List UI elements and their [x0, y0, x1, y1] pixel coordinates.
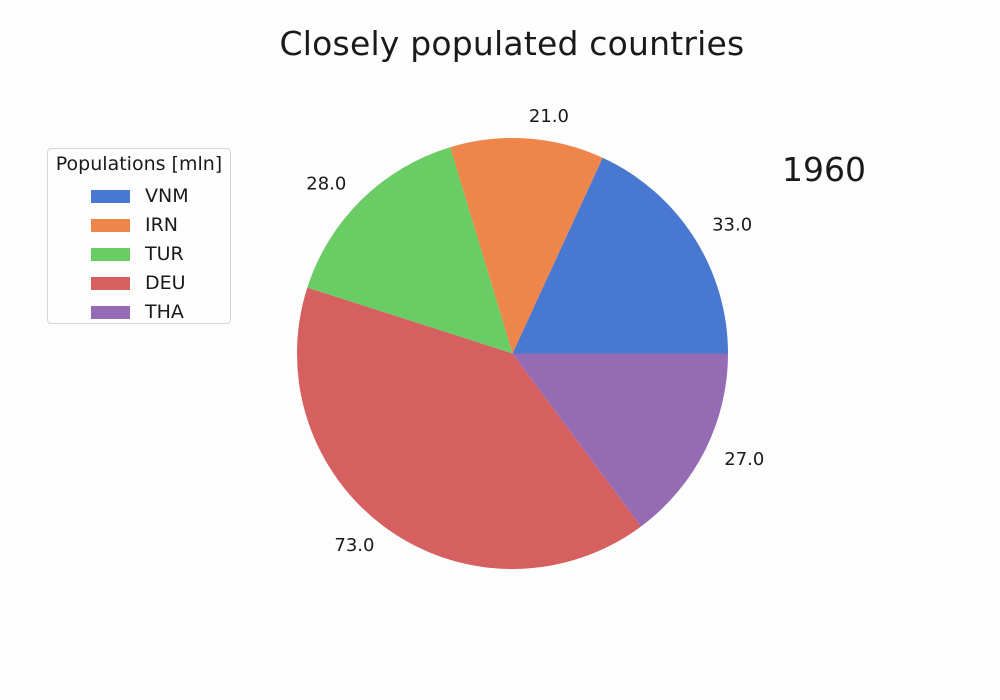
- chart-title: Closely populated countries: [279, 24, 745, 63]
- slice-label-vnm: 33.0: [712, 215, 752, 236]
- pie-slice-vnm: [512, 157, 728, 354]
- legend-title: Populations [mln]: [55, 153, 223, 175]
- year-annotation: 1960: [782, 150, 866, 189]
- legend-label: THA: [145, 301, 184, 323]
- slice-label-tur: 28.0: [306, 173, 346, 194]
- legend-label: IRN: [145, 214, 179, 236]
- pie-slice-tur: [307, 147, 513, 354]
- slice-label-irn: 21.0: [529, 106, 569, 127]
- legend-label: DEU: [145, 272, 186, 294]
- slice-label-deu: 73.0: [334, 535, 374, 556]
- legend-swatch: [91, 248, 130, 261]
- legend-swatch: [91, 190, 130, 203]
- slice-label-tha: 27.0: [724, 449, 764, 470]
- legend-label: TUR: [145, 243, 184, 265]
- pie-slice-tha: [512, 353, 728, 527]
- legend-swatch: [91, 306, 130, 319]
- legend-swatch: [91, 219, 130, 232]
- legend-swatch: [91, 277, 130, 290]
- legend-label: VNM: [145, 185, 189, 207]
- pie-slice-deu: [296, 287, 641, 570]
- legend: Populations [mln] VNM IRN TUR DEU THA: [47, 148, 231, 324]
- pie-slice-irn: [450, 137, 603, 354]
